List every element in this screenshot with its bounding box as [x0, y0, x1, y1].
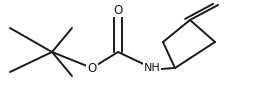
Text: O: O: [87, 61, 97, 74]
Text: NH: NH: [144, 63, 160, 73]
Text: O: O: [113, 4, 123, 16]
